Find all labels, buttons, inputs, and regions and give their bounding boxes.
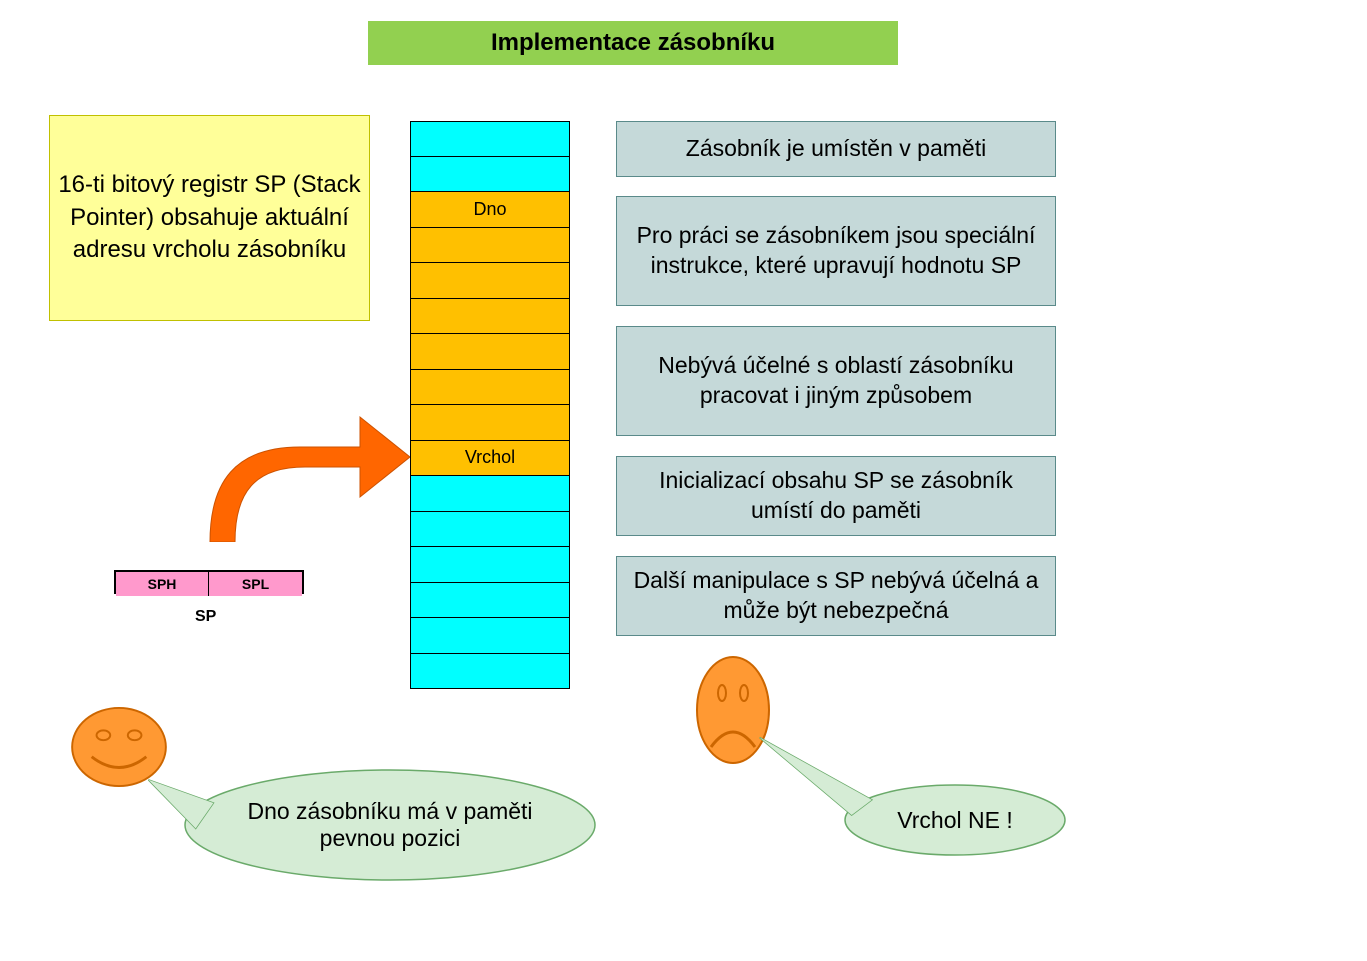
memory-cell xyxy=(410,654,570,690)
info-box-text: Inicializací obsahu SP se zásobník umíst… xyxy=(627,466,1045,526)
speech-2-text: Vrchol NE ! xyxy=(897,807,1012,834)
slide-title-text: Implementace zásobníku xyxy=(491,29,775,57)
memory-cell xyxy=(410,476,570,512)
memory-cell xyxy=(410,121,570,157)
slide-title: Implementace zásobníku xyxy=(368,21,898,65)
memory-cell xyxy=(410,263,570,299)
yellow-note: 16-ti bitový registr SP (Stack Pointer) … xyxy=(49,115,370,321)
memory-cell xyxy=(410,370,570,406)
sp-label: SP xyxy=(195,608,216,626)
spl-label: SPL xyxy=(242,576,269,592)
info-box-text: Nebývá účelné s oblastí zásobníku pracov… xyxy=(627,351,1045,411)
info-box-text: Další manipulace s SP nebývá účelná a mů… xyxy=(627,566,1045,626)
memory-cell xyxy=(410,334,570,370)
speech-bubble-1-box: Dno zásobníku má v paměti pevnou pozici xyxy=(185,770,595,880)
speech-bubble-2-box: Vrchol NE ! xyxy=(845,785,1065,855)
memory-cell xyxy=(410,547,570,583)
info-box-text: Zásobník je umístěn v paměti xyxy=(686,134,986,164)
memory-cell xyxy=(410,512,570,548)
speech-1-text: Dno zásobníku má v paměti pevnou pozici xyxy=(215,798,565,852)
sp-register: SPH SPL xyxy=(114,570,304,594)
memory-cell xyxy=(410,228,570,264)
sph-cell: SPH xyxy=(116,572,209,596)
info-box-4: Inicializací obsahu SP se zásobník umíst… xyxy=(616,456,1056,536)
yellow-note-text: 16-ti bitový registr SP (Stack Pointer) … xyxy=(58,169,361,266)
memory-cell xyxy=(410,299,570,335)
memory-cell xyxy=(410,583,570,619)
info-box-2: Pro práci se zásobníkem jsou speciální i… xyxy=(616,196,1056,306)
memory-column: Dno Vrchol xyxy=(410,121,570,689)
info-box-text: Pro práci se zásobníkem jsou speciální i… xyxy=(627,221,1045,281)
memory-cell-dno: Dno xyxy=(410,192,570,228)
info-box-1: Zásobník je umístěn v paměti xyxy=(616,121,1056,177)
spl-cell: SPL xyxy=(209,572,302,596)
memory-cell xyxy=(410,405,570,441)
memory-cell-vrchol: Vrchol xyxy=(410,441,570,477)
info-box-3: Nebývá účelné s oblastí zásobníku pracov… xyxy=(616,326,1056,436)
arrow-icon xyxy=(195,392,410,542)
memory-cell xyxy=(410,157,570,193)
info-box-5: Další manipulace s SP nebývá účelná a mů… xyxy=(616,556,1056,636)
sph-label: SPH xyxy=(148,576,177,592)
sad-face-icon xyxy=(695,655,771,765)
memory-cell xyxy=(410,618,570,654)
